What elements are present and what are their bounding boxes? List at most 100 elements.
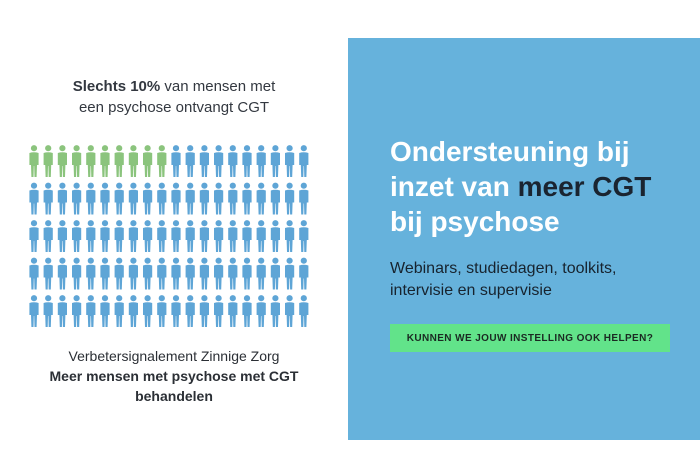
promo-title-line2-text: inzet van: [390, 171, 518, 202]
person-icon: [171, 145, 181, 177]
person-icon: [242, 182, 252, 215]
person-icon: [72, 220, 82, 252]
person-icon: [242, 220, 252, 252]
person-icon: [86, 295, 96, 327]
caption-title-line2: behandelen: [135, 388, 213, 404]
person-icon: [270, 145, 280, 177]
person-icon: [214, 182, 224, 215]
person-icon: [29, 220, 39, 252]
person-icon: [228, 145, 238, 177]
person-icon: [171, 220, 181, 252]
person-icon: [256, 257, 266, 290]
person-icon: [185, 295, 195, 327]
person-icon: [72, 295, 82, 327]
people-grid: [29, 145, 309, 327]
person-icon: [128, 257, 138, 290]
person-icon: [86, 182, 96, 215]
person-icon: [29, 295, 39, 327]
person-icon: [214, 220, 224, 252]
person-icon: [143, 145, 153, 177]
person-icon: [157, 257, 167, 290]
person-icon: [285, 295, 295, 327]
person-icon: [157, 220, 167, 252]
infographic: Slechts 10% van mensen met een psychose …: [0, 0, 348, 467]
person-icon: [100, 257, 110, 290]
person-icon: [199, 220, 209, 252]
person-icon: [242, 145, 252, 177]
person-icon: [185, 220, 195, 252]
person-icon: [256, 182, 266, 215]
person-icon: [299, 295, 309, 327]
person-icon: [72, 257, 82, 290]
person-icon: [285, 257, 295, 290]
person-icon: [29, 145, 39, 177]
person-icon: [72, 182, 82, 215]
caption-title: Meer mensen met psychose met CGT: [49, 368, 299, 384]
promo-subtitle: Webinars, studiedagen, toolkits, intervi…: [390, 258, 690, 302]
person-icon: [43, 220, 53, 252]
person-icon: [43, 257, 53, 290]
person-icon: [57, 220, 67, 252]
person-icon: [143, 295, 153, 327]
person-icon: [143, 182, 153, 215]
person-icon: [114, 220, 124, 252]
person-icon: [114, 182, 124, 215]
person-icon: [299, 145, 309, 177]
person-icon: [270, 257, 280, 290]
person-icon: [270, 295, 280, 327]
person-icon: [285, 145, 295, 177]
person-icon: [143, 220, 153, 252]
person-icon: [128, 182, 138, 215]
person-icon: [157, 145, 167, 177]
promo-title-line3: bij psychose: [390, 206, 560, 237]
person-icon: [43, 182, 53, 215]
person-icon: [185, 257, 195, 290]
promo-panel: Ondersteuning bij inzet van meer CGT bij…: [348, 38, 700, 440]
person-icon: [157, 182, 167, 215]
person-icon: [199, 145, 209, 177]
person-icon: [29, 182, 39, 215]
infographic-caption: Verbetersignalement Zinnige Zorg Meer me…: [0, 346, 348, 406]
person-icon: [256, 220, 266, 252]
person-icon: [86, 145, 96, 177]
person-icon: [199, 182, 209, 215]
promo-subtitle-line2: intervisie en supervisie: [390, 282, 552, 299]
promo-title-line1: Ondersteuning bij: [390, 136, 630, 167]
promo-title: Ondersteuning bij inzet van meer CGT bij…: [390, 134, 690, 239]
person-icon: [128, 145, 138, 177]
person-icon: [185, 145, 195, 177]
person-icon: [100, 145, 110, 177]
person-icon: [242, 295, 252, 327]
person-icon: [128, 295, 138, 327]
infographic-headline: Slechts 10% van mensen met een psychose …: [0, 76, 348, 118]
person-icon: [171, 257, 181, 290]
person-icon: [43, 295, 53, 327]
person-icon: [285, 182, 295, 215]
person-icon: [228, 295, 238, 327]
headline-text: van mensen met: [160, 78, 276, 95]
person-icon: [57, 182, 67, 215]
person-icon: [143, 257, 153, 290]
person-icon: [199, 295, 209, 327]
person-icon: [214, 145, 224, 177]
person-icon: [128, 220, 138, 252]
person-icon: [171, 182, 181, 215]
person-icon: [157, 295, 167, 327]
headline-text-line2: een psychose ontvangt CGT: [78, 99, 270, 116]
person-icon: [299, 220, 309, 252]
person-icon: [270, 182, 280, 215]
person-icon: [29, 257, 39, 290]
person-icon: [299, 257, 309, 290]
person-icon: [228, 257, 238, 290]
person-icon: [43, 145, 53, 177]
promo-title-accent: meer CGT: [517, 171, 652, 202]
person-icon: [171, 295, 181, 327]
person-icon: [185, 182, 195, 215]
help-cta-button[interactable]: KUNNEN WE JOUW INSTELLING OOK HELPEN?: [390, 324, 670, 352]
person-icon: [214, 257, 224, 290]
person-icon: [214, 295, 224, 327]
person-icon: [114, 257, 124, 290]
headline-highlight: Slechts 10%: [72, 78, 161, 95]
person-icon: [86, 220, 96, 252]
person-icon: [86, 257, 96, 290]
